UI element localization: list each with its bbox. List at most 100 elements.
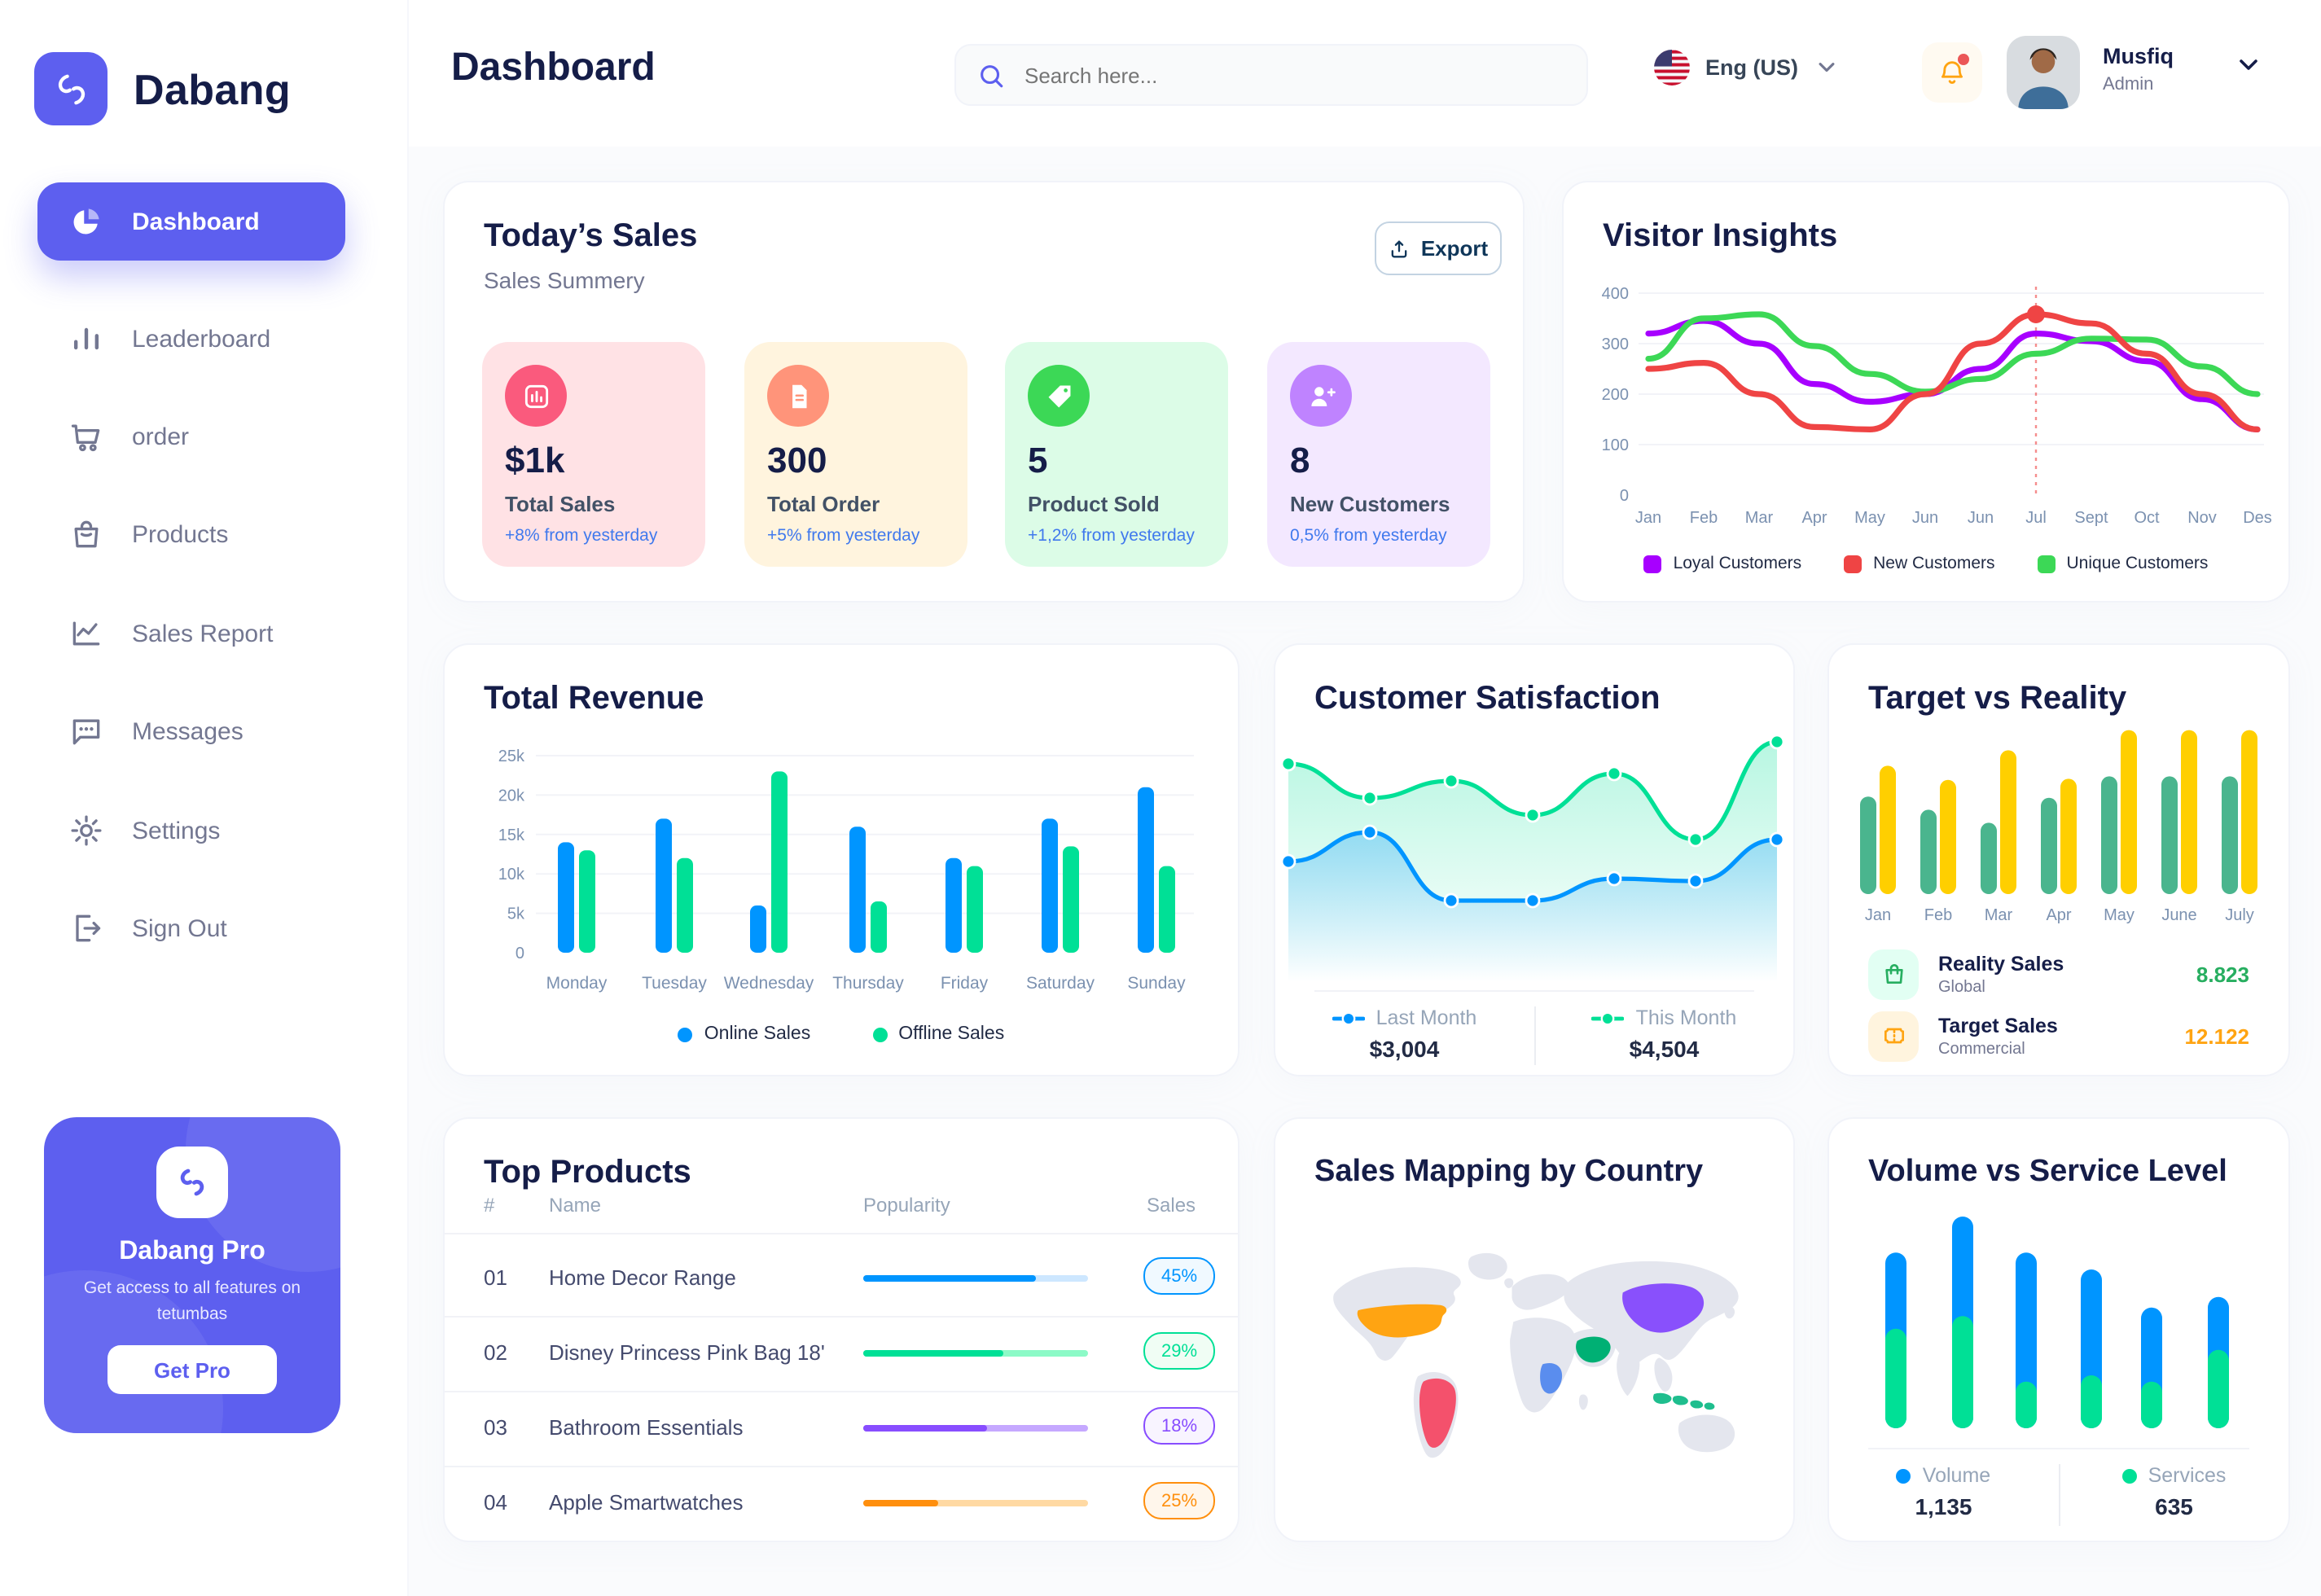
svg-text:Jul: Jul <box>2025 509 2047 527</box>
export-button[interactable]: Export <box>1375 221 1502 275</box>
shopping-bag-icon <box>1868 949 1919 999</box>
sales-badge: 18% <box>1143 1407 1215 1445</box>
stat-label: New Customers <box>1290 492 1450 516</box>
user-role: Admin <box>2103 75 2154 94</box>
stat-value: 300 <box>767 440 827 480</box>
legend-item: Last Month $3,004 <box>1275 1006 1533 1065</box>
total-revenue-chart: 0 5k 10k 15k 20k 25k Monday Tuesday Wednesday Thu… <box>498 748 1194 993</box>
sidebar-item-label: Leaderboard <box>132 325 271 353</box>
row-label: Reality Sales <box>1938 952 2064 975</box>
line-chart-icon <box>67 614 106 653</box>
popularity-bar <box>863 1425 1088 1432</box>
country-indonesia <box>1652 1392 1715 1410</box>
customer-satisfaction-panel: Customer Satisfaction Last Month $3,004 … <box>1274 643 1795 1076</box>
legend-value: 1,135 <box>1915 1493 1972 1519</box>
svg-text:July: July <box>2225 906 2254 924</box>
region-india <box>1617 1349 1640 1396</box>
chart-legend: Last Month $3,004 This Month $4,504 <box>1275 1006 1793 1065</box>
popularity-fill <box>863 1425 987 1432</box>
legend-item: New Customers <box>1844 554 1995 573</box>
svg-text:5k: 5k <box>507 905 525 923</box>
legend-item: Online Sales <box>678 1024 810 1044</box>
svg-text:20k: 20k <box>498 787 525 805</box>
divider <box>1314 990 1754 992</box>
sidebar-item-order[interactable]: order <box>37 397 370 476</box>
dabang-logo-icon <box>57 73 85 104</box>
legend-value: $3,004 <box>1369 1036 1440 1062</box>
gear-icon <box>67 811 106 850</box>
panel-title: Total Revenue <box>484 681 704 717</box>
get-pro-button[interactable]: Get Pro <box>107 1345 277 1394</box>
stat-value: 5 <box>1028 440 1048 480</box>
stat-card-total-order: 300 Total Order +5% from yesterday <box>744 342 967 567</box>
continent-greenland <box>1468 1252 1507 1280</box>
popularity-fill <box>863 1500 938 1506</box>
panel-title: Target vs Reality <box>1868 681 2127 717</box>
svg-text:Wednesday: Wednesday <box>724 974 814 993</box>
notifications-button[interactable] <box>1922 42 1982 103</box>
country-dr-congo <box>1540 1363 1563 1394</box>
divider <box>1868 1448 2249 1449</box>
brand-logo[interactable] <box>34 52 107 125</box>
dabang-pro-icon <box>156 1147 228 1218</box>
sidebar-item-label: Products <box>132 520 229 548</box>
sidebar-item-leaderboard[interactable]: Leaderboard <box>37 300 370 378</box>
table-row[interactable]: 02 Disney Princess Pink Bag 18' 29% <box>445 1316 1238 1391</box>
sidebar-item-messages[interactable]: Messages <box>37 692 370 770</box>
legend-label: Loyal Customers <box>1673 554 1802 573</box>
table-row[interactable]: 04 Apple Smartwatches 25% <box>445 1466 1238 1541</box>
legend-item: This Month $4,504 <box>1535 1006 1793 1065</box>
cart-icon <box>67 417 106 456</box>
sidebar-item-products[interactable]: Products <box>37 495 370 573</box>
language-selector[interactable]: Eng (US) <box>1653 49 1836 86</box>
legend-swatch <box>678 1027 693 1041</box>
page-title: Dashboard <box>451 46 656 90</box>
panel-title: Visitor Insights <box>1603 218 1838 254</box>
volume-service-panel: Volume vs Service Level Volume 1,135 Ser… <box>1827 1117 2290 1542</box>
stat-card-total-sales: $1k Total Sales +8% from yesterday <box>482 342 705 567</box>
notification-dot <box>1958 54 1969 65</box>
popularity-bar <box>863 1500 1088 1506</box>
sidebar-item-sales-report[interactable]: Sales Report <box>37 594 370 673</box>
user-name: Musfiq <box>2103 44 2174 68</box>
stat-label: Total Sales <box>505 492 616 516</box>
sidebar-item-dashboard[interactable]: Dashboard <box>37 182 345 261</box>
table-row[interactable]: 03 Bathroom Essentials 18% <box>445 1391 1238 1466</box>
avatar[interactable] <box>2007 36 2080 109</box>
row-sublabel: Commercial <box>1938 1040 2025 1058</box>
pie-chart-icon <box>67 202 106 241</box>
popularity-bar <box>863 1275 1088 1282</box>
svg-text:Thursday: Thursday <box>832 974 904 993</box>
table-row[interactable]: 01 Home Decor Range 45% <box>445 1241 1238 1316</box>
pro-card-title: Dabang Pro <box>119 1238 265 1265</box>
divider <box>445 1233 1238 1234</box>
product-name: Home Decor Range <box>549 1265 736 1290</box>
svg-text:Saturday: Saturday <box>1026 974 1095 993</box>
product-rank: 03 <box>484 1415 507 1440</box>
stat-label: Total Order <box>767 492 880 516</box>
island-uk <box>1504 1278 1514 1288</box>
svg-text:Jun: Jun <box>1968 509 1994 527</box>
volume-service-chart <box>1885 1217 2229 1428</box>
chevron-down-icon[interactable] <box>2238 59 2259 72</box>
legend-item: Unique Customers <box>2037 554 2208 573</box>
legend-label: Offline Sales <box>898 1024 1005 1044</box>
legend-label: Volume <box>1922 1464 1991 1487</box>
row-label: Target Sales <box>1938 1014 2058 1037</box>
product-name: Bathroom Essentials <box>549 1415 744 1440</box>
today-sales-panel: Today’s Sales Sales Summery Export $1k T… <box>443 181 1525 603</box>
svg-text:Oct: Oct <box>2134 509 2160 527</box>
search-input[interactable] <box>1021 61 1586 89</box>
brand-name: Dabang <box>134 65 292 114</box>
sidebar-item-settings[interactable]: Settings <box>37 791 370 870</box>
top-products-panel: Top Products # Name Popularity Sales 01 … <box>443 1117 1239 1542</box>
legend-swatch <box>2037 555 2056 572</box>
sidebar-item-sign-out[interactable]: Sign Out <box>37 889 370 967</box>
popularity-fill <box>863 1275 1036 1282</box>
svg-text:Friday: Friday <box>941 974 989 993</box>
country-saudi-arabia <box>1576 1336 1611 1363</box>
export-icon <box>1392 239 1408 257</box>
legend-label: Online Sales <box>704 1024 811 1044</box>
col-header-name: Name <box>549 1194 602 1217</box>
